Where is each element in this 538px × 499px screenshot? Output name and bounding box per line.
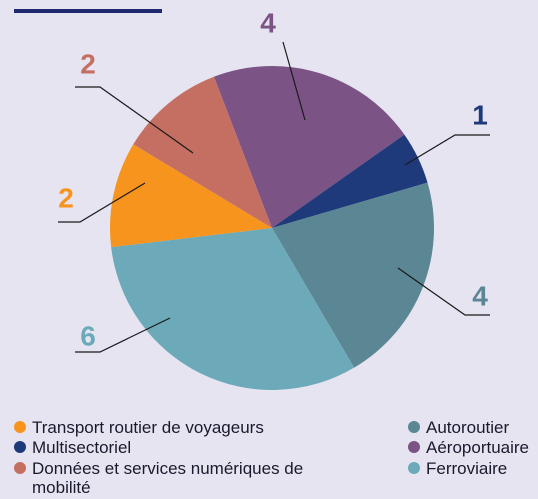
- legend-item: Aéroportuaire: [408, 438, 538, 457]
- value-label: 4: [472, 280, 488, 311]
- legend-swatch: [408, 441, 420, 453]
- leader-line: [282, 41, 306, 121]
- value-label: 6: [80, 320, 96, 351]
- legend-item: Transport routier de voyageurs: [14, 418, 334, 437]
- value-label: 1: [472, 99, 488, 130]
- pie-slice: [111, 228, 355, 391]
- leader-line: [404, 134, 490, 166]
- legend-item: Ferroviaire: [408, 459, 538, 478]
- legend-label: Données et services numériques de mobili…: [32, 459, 304, 497]
- legend-swatch: [14, 421, 26, 433]
- legend-label: Autoroutier: [426, 418, 510, 437]
- value-label: 2: [80, 48, 96, 79]
- leader-line: [397, 267, 490, 316]
- legend-swatch: [408, 462, 420, 474]
- legend-swatch: [14, 462, 26, 474]
- pie-slice: [272, 134, 428, 228]
- value-label: 4: [260, 7, 276, 38]
- legend-label: Multisectoriel: [32, 438, 132, 457]
- pie-slice: [272, 182, 434, 368]
- leader-line: [75, 86, 194, 154]
- legend-label: Aéroportuaire: [426, 438, 530, 457]
- legend-label: Transport routier de voyageurs: [32, 418, 264, 437]
- legend-item: Multisectoriel: [14, 438, 314, 457]
- leader-line: [75, 317, 171, 353]
- legend-swatch: [408, 421, 420, 433]
- legend-label: Ferroviaire: [426, 459, 508, 478]
- value-label: 2: [58, 182, 74, 213]
- legend-item: Autoroutier: [408, 418, 538, 437]
- leader-line: [58, 182, 146, 223]
- legend-swatch: [14, 441, 26, 453]
- pie-slice: [133, 76, 272, 228]
- pie-slice: [109, 144, 272, 248]
- pie-slice: [213, 66, 405, 228]
- legend-item: Données et services numériques de mobili…: [14, 459, 334, 497]
